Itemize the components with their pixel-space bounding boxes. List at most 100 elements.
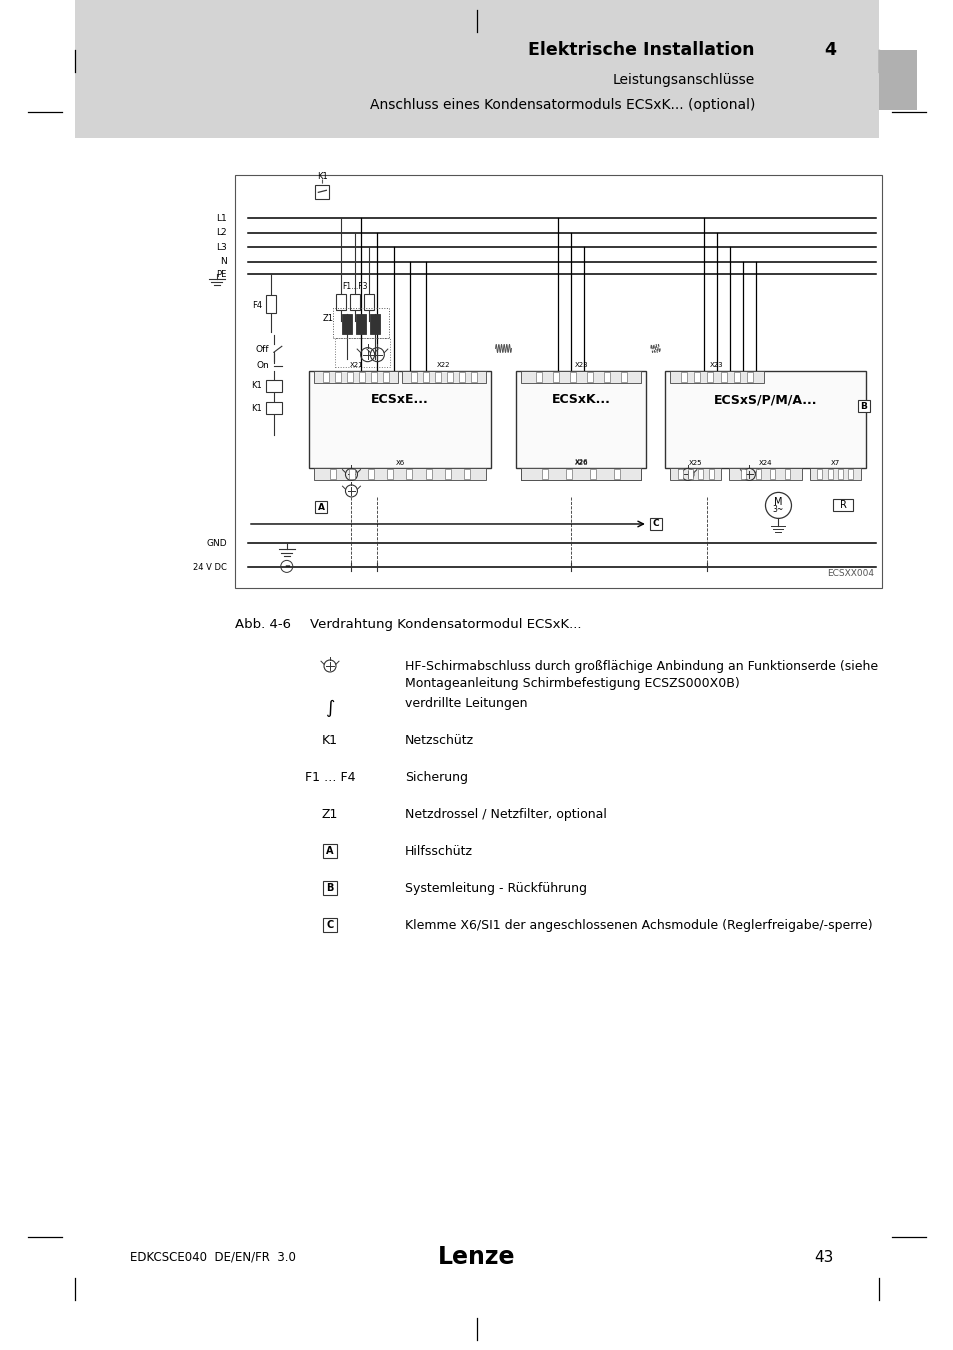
Text: X23: X23 (709, 362, 723, 369)
Bar (323, 882, 336, 895)
Text: Systemleitung - Rückführung: Systemleitung - Rückführung (405, 882, 586, 895)
Text: F1 … F4: F1 … F4 (304, 771, 355, 784)
Text: X7: X7 (830, 460, 839, 466)
Text: ∫: ∫ (325, 699, 335, 717)
Bar (541, 470, 548, 479)
Bar (670, 468, 720, 481)
Bar (740, 470, 745, 479)
Bar (521, 371, 640, 383)
Text: M: M (774, 497, 781, 508)
Bar (363, 294, 374, 310)
Bar (266, 402, 281, 414)
Bar (706, 373, 713, 382)
Bar (323, 918, 336, 932)
Bar (330, 470, 336, 479)
Bar (349, 470, 355, 479)
Bar (347, 373, 353, 382)
Text: GND: GND (206, 539, 227, 548)
Text: X26: X26 (574, 460, 587, 466)
Text: Z1: Z1 (321, 809, 337, 821)
Text: K1: K1 (316, 173, 328, 181)
Text: Lenze: Lenze (437, 1245, 516, 1269)
Text: X22: X22 (436, 362, 450, 369)
Bar (620, 373, 626, 382)
Text: B: B (326, 883, 334, 892)
Text: K1: K1 (322, 734, 337, 747)
Text: X21: X21 (349, 362, 363, 369)
Bar (323, 373, 329, 382)
Text: HF-Schirmabschluss durch großflächige Anbindung an Funktionserde (siehe
Montagea: HF-Schirmabschluss durch großflächige An… (405, 660, 877, 690)
Bar (444, 470, 450, 479)
Bar (333, 308, 389, 338)
Bar (342, 313, 352, 333)
Text: Anschluss eines Kondensatormoduls ECSxK... (optional): Anschluss eines Kondensatormoduls ECSxK.… (369, 99, 754, 112)
Bar (809, 468, 860, 481)
Bar (521, 468, 640, 481)
Bar (350, 294, 359, 310)
Bar (355, 313, 366, 333)
Bar (827, 470, 832, 479)
Bar (664, 371, 865, 468)
Bar (698, 470, 702, 479)
Bar (857, 401, 869, 412)
Text: =: = (284, 563, 290, 570)
Bar (411, 373, 416, 382)
Text: Klemme X6/SI1 der angeschlossenen Achsmodule (Reglerfreigabe/-sperre): Klemme X6/SI1 der angeschlossenen Achsmo… (405, 919, 872, 931)
Text: 4: 4 (823, 40, 835, 59)
Bar (516, 371, 645, 468)
Text: F1...F3: F1...F3 (342, 282, 368, 292)
Bar (315, 185, 329, 200)
Bar (314, 501, 327, 513)
Text: A: A (326, 846, 334, 856)
Bar (368, 470, 375, 479)
Bar (323, 844, 336, 859)
Text: L2: L2 (216, 228, 227, 238)
Bar (371, 373, 376, 382)
Bar (335, 294, 345, 310)
Text: ECSxK...: ECSxK... (551, 393, 610, 406)
Text: ECSxS/P/M/A...: ECSxS/P/M/A... (713, 393, 817, 406)
Text: Z1: Z1 (322, 315, 333, 323)
Bar (708, 470, 713, 479)
Bar (755, 470, 760, 479)
Bar (769, 470, 775, 479)
Text: K1: K1 (251, 404, 261, 413)
Text: verdrillte Leitungen: verdrillte Leitungen (405, 697, 527, 710)
Text: N: N (220, 258, 227, 266)
Text: Elektrische Installation: Elektrische Installation (528, 40, 754, 59)
Bar (784, 470, 789, 479)
Bar (670, 371, 762, 383)
Bar (422, 373, 429, 382)
Text: ECSxE...: ECSxE... (371, 393, 429, 406)
Text: R: R (839, 501, 845, 510)
Bar (463, 470, 469, 479)
Bar (458, 373, 464, 382)
Bar (586, 373, 592, 382)
Bar (679, 373, 686, 382)
Text: A: A (317, 502, 324, 512)
Bar (309, 371, 490, 468)
Text: X24: X24 (758, 460, 772, 466)
Bar (446, 373, 453, 382)
Bar (335, 373, 341, 382)
Text: Netzschütz: Netzschütz (405, 734, 474, 747)
Bar (678, 470, 682, 479)
Bar (552, 373, 558, 382)
Bar (435, 373, 440, 382)
Text: 24 V DC: 24 V DC (193, 563, 227, 572)
Bar (693, 373, 700, 382)
Text: L1: L1 (216, 213, 227, 223)
Bar (746, 373, 753, 382)
Bar (535, 373, 541, 382)
Bar (470, 373, 476, 382)
Bar (234, 176, 882, 589)
Text: Off: Off (255, 344, 269, 354)
Text: Verdrahtung Kondensatormodul ECSxK...: Verdrahtung Kondensatormodul ECSxK... (310, 618, 581, 630)
Text: ECSXX004: ECSXX004 (826, 568, 873, 578)
Bar (687, 470, 693, 479)
Bar (847, 470, 852, 479)
Bar (733, 373, 740, 382)
Bar (406, 470, 412, 479)
Bar (817, 470, 821, 479)
Bar (521, 468, 640, 481)
